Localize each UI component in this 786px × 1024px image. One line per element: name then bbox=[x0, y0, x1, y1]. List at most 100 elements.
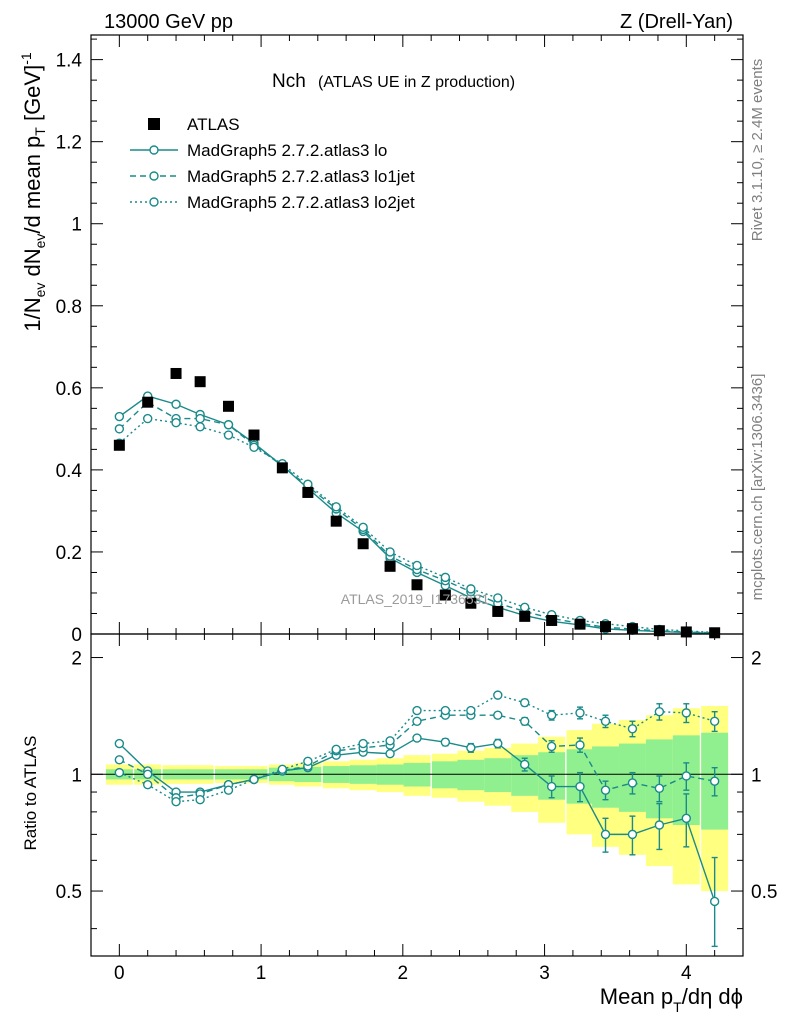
ratio-point bbox=[709, 896, 720, 907]
ratio-point bbox=[681, 771, 692, 781]
ratio-point bbox=[412, 733, 422, 743]
y-tick-label-right: 1 bbox=[751, 765, 762, 786]
ratio-point bbox=[600, 785, 611, 795]
y-tick-label-left: 2 bbox=[71, 649, 82, 670]
band-green-bin bbox=[457, 759, 485, 791]
data-point-atlas bbox=[600, 621, 612, 633]
legend-entry: MadGraph5 2.7.2.atlas3 lo1jet bbox=[130, 167, 415, 186]
data-point bbox=[440, 572, 451, 583]
ratio-point bbox=[440, 705, 451, 716]
ratio-point bbox=[546, 781, 557, 792]
ratio-point bbox=[223, 785, 234, 795]
legend-label: MadGraph5 2.7.2.atlas3 lo1jet bbox=[187, 167, 415, 186]
plot-title-sub: (ATLAS UE in Z production) bbox=[318, 74, 515, 91]
ratio-point bbox=[600, 829, 611, 840]
data-point bbox=[171, 418, 181, 428]
data-point-atlas bbox=[248, 429, 260, 441]
data-point-atlas bbox=[439, 589, 451, 601]
ratio-series-dotted bbox=[114, 690, 720, 807]
x-tick-label: 0 bbox=[114, 963, 125, 984]
ratio-plot-area: 0 1 2 3 4 0.5 0.5 1 1 2 2 bbox=[56, 35, 777, 984]
legend-marker bbox=[149, 145, 159, 155]
data-point-atlas bbox=[276, 462, 288, 474]
ratio-point bbox=[575, 740, 585, 750]
data-point-atlas bbox=[465, 597, 477, 609]
ratio-point bbox=[440, 737, 451, 747]
data-point-atlas bbox=[302, 486, 314, 498]
data-point-atlas bbox=[330, 515, 342, 527]
data-point bbox=[385, 547, 395, 557]
data-point bbox=[195, 422, 205, 432]
x-tick-label: 3 bbox=[539, 963, 550, 984]
top-plot-area: 0 0.2 0.4 0.6 0.8 1 1.2 1.4 bbox=[56, 34, 744, 646]
data-point-atlas bbox=[194, 376, 206, 388]
data-point-atlas bbox=[411, 579, 423, 591]
data-point-atlas bbox=[170, 367, 182, 379]
legend-label: MadGraph5 2.7.2.atlas3 lo bbox=[187, 141, 387, 160]
ratio-point bbox=[358, 738, 368, 749]
x-axis-label: Mean pT/dη dϕ bbox=[600, 984, 743, 1015]
legend-entry: ATLAS bbox=[148, 115, 240, 134]
data-point-atlas bbox=[492, 605, 504, 617]
watermark: ATLAS_2019_I1736531 bbox=[341, 591, 490, 607]
ratio-point bbox=[412, 716, 422, 726]
y-tick-label: 1 bbox=[71, 215, 82, 236]
ratio-point bbox=[546, 741, 557, 752]
data-point-atlas bbox=[519, 610, 531, 622]
ratio-point bbox=[114, 767, 125, 778]
y-axis-bottom: 0.5 0.5 1 1 2 2 bbox=[56, 649, 777, 930]
y-tick-label: 0.8 bbox=[56, 297, 82, 318]
plot-title-main: Nch bbox=[272, 71, 306, 92]
x-tick-label: 4 bbox=[681, 963, 692, 984]
ratio-point bbox=[709, 716, 720, 726]
data-point bbox=[142, 413, 153, 424]
ratio-point bbox=[709, 776, 720, 786]
ratio-point bbox=[654, 707, 665, 717]
legend-entry: MadGraph5 2.7.2.atlas3 lo bbox=[130, 141, 387, 160]
data-point bbox=[358, 522, 368, 533]
ratio-point bbox=[493, 710, 503, 720]
ratio-point bbox=[520, 697, 530, 708]
y-tick-label: 1.4 bbox=[56, 51, 83, 72]
header-right: Z (Drell-Yan) bbox=[620, 11, 733, 33]
ratio-point bbox=[385, 749, 395, 759]
x-tick-label: 1 bbox=[256, 963, 267, 984]
legend-marker-atlas bbox=[148, 118, 160, 130]
data-point bbox=[412, 560, 422, 571]
data-point bbox=[249, 442, 259, 453]
data-point bbox=[171, 399, 181, 409]
y-tick-label-right: 2 bbox=[751, 649, 762, 670]
y-axis-label-bottom: Ratio to ATLAS bbox=[21, 736, 40, 851]
ratio-point bbox=[681, 813, 692, 824]
ratio-point bbox=[195, 794, 205, 805]
data-point-atlas bbox=[574, 618, 586, 630]
data-point-atlas bbox=[222, 400, 234, 412]
data-point bbox=[114, 411, 125, 422]
legend: ATLAS MadGraph5 2.7.2.atlas3 lo MadGraph5 … bbox=[130, 115, 415, 212]
legend-marker bbox=[149, 171, 159, 181]
y-tick-label-left: 0.5 bbox=[56, 882, 82, 903]
band-green-bin bbox=[484, 758, 512, 793]
band-green-bin bbox=[431, 761, 459, 789]
data-point-atlas bbox=[653, 625, 665, 637]
ratio-point bbox=[654, 783, 665, 794]
data-point-atlas bbox=[546, 614, 558, 626]
ratio-point bbox=[575, 708, 585, 718]
ratio-point bbox=[331, 744, 341, 754]
data-point bbox=[195, 413, 205, 424]
data-point bbox=[331, 502, 341, 512]
legend-marker bbox=[149, 197, 159, 207]
legend-label: ATLAS bbox=[187, 115, 240, 134]
y-axis-label-top: 1/Nev dNev/d mean pT [GeV]-1 bbox=[18, 52, 48, 332]
data-point bbox=[493, 593, 503, 603]
y-tick-label-left: 1 bbox=[71, 765, 82, 786]
y-tick-label: 0.4 bbox=[56, 461, 83, 482]
y-tick-label-right: 0.5 bbox=[751, 882, 777, 903]
ratio-point bbox=[114, 738, 125, 749]
ratio-point bbox=[249, 774, 259, 785]
ratio-point bbox=[303, 756, 313, 767]
ratio-point bbox=[520, 759, 530, 770]
header-left: 13000 GeV pp bbox=[104, 11, 233, 33]
data-point bbox=[223, 430, 234, 440]
